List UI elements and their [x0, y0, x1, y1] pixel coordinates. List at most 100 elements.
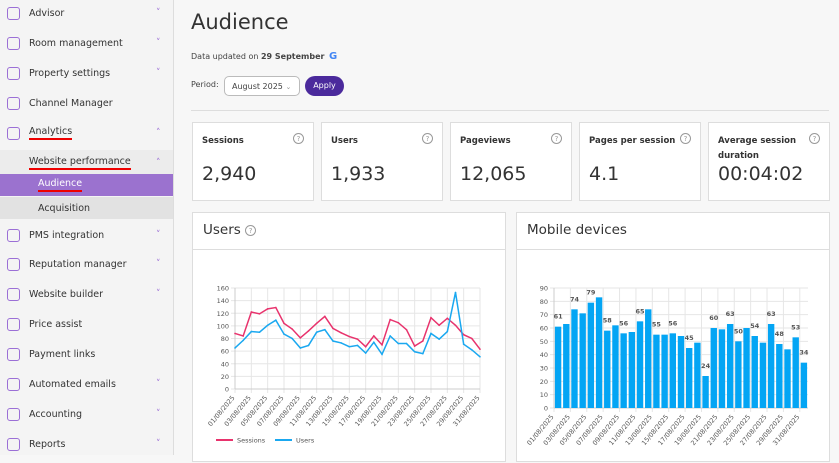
envelope-icon [7, 377, 20, 391]
y-tick-label: 80 [221, 335, 229, 343]
data-point [479, 348, 481, 351]
sidebar-item-label: Property settings [29, 67, 111, 79]
bar [776, 344, 783, 408]
chevron-down-icon[interactable]: ˅ [156, 259, 161, 269]
data-point [454, 324, 457, 327]
data-point [381, 353, 383, 356]
users-chart-panel: Users ? 0 20 40 60 80 100 120 140 160 01/08/2025 0… [192, 212, 506, 462]
mobile-chart-title: Mobile devices [527, 222, 627, 238]
card-title: Pageviews [460, 136, 511, 146]
data-point [275, 319, 277, 321]
chevron-down-icon[interactable]: ˅ [156, 379, 161, 389]
data-label: 48 [775, 330, 785, 338]
chevron-down-icon: ⌄ [285, 83, 292, 91]
help-icon[interactable]: ? [245, 224, 257, 236]
chevron-down-icon[interactable]: ˅ [156, 439, 161, 449]
sidebar-item-advisor[interactable]: Advisor ˅ [0, 0, 173, 26]
stat-card-average-session-duration: Average session duration? 00:04:02 [708, 122, 830, 201]
stat-card-sessions: Sessions? 2,940 [192, 122, 314, 201]
chevron-down-icon[interactable]: ˅ [156, 38, 161, 48]
legend-label: Users [296, 437, 315, 445]
trend-chart-icon [7, 317, 20, 331]
data-point [430, 316, 432, 319]
sidebar-item-label: Payment links [29, 348, 96, 360]
page-title: Audience [191, 10, 289, 34]
data-point [291, 337, 293, 340]
main-content: Audience Data updated on 29 September G … [175, 0, 839, 462]
data-label: 54 [750, 322, 760, 330]
y-tick-label: 60 [540, 325, 548, 333]
data-point [389, 318, 391, 321]
bar [636, 321, 644, 408]
sidebar-item-acquisition[interactable]: Acquisition [0, 197, 173, 219]
help-icon[interactable]: ? [422, 133, 433, 144]
bar [620, 333, 627, 408]
y-tick-label: 70 [540, 311, 548, 319]
chevron-down-icon[interactable]: ˅ [156, 230, 161, 240]
help-icon[interactable]: ? [293, 133, 304, 144]
data-label: 63 [767, 310, 776, 318]
chevron-up-icon[interactable]: ˄ [156, 157, 161, 168]
sidebar-item-analytics[interactable]: Analytics ˄ [0, 120, 173, 146]
data-point [373, 335, 375, 337]
y-tick-label: 100 [217, 322, 229, 330]
data-label: 65 [636, 307, 646, 315]
data-point [324, 315, 326, 318]
sidebar-item-pms-integration[interactable]: PMS integration ˅ [0, 222, 173, 248]
sidebar-item-room-management[interactable]: Room management ˅ [0, 30, 173, 56]
sidebar-item-payment-links[interactable]: Payment links [0, 341, 173, 367]
sidebar-item-property-settings[interactable]: Property settings ˅ [0, 60, 173, 86]
mobile-chart-panel: Mobile devices 0 10 20 30 40 50 60 70 80 90 01/08/… [516, 212, 830, 462]
heart-pulse-icon [7, 6, 20, 20]
chevron-down-icon[interactable]: ˅ [156, 68, 161, 78]
period-select[interactable]: August 2025 ⌄ [224, 76, 300, 96]
data-point [332, 327, 334, 330]
data-point [413, 350, 416, 353]
chevron-down-icon[interactable]: ˅ [156, 289, 161, 299]
chevron-down-icon[interactable]: ˅ [156, 409, 161, 419]
chevron-up-icon[interactable]: ˄ [156, 128, 161, 138]
y-tick-label: 40 [221, 360, 229, 368]
data-label: 58 [603, 317, 613, 325]
mobile-bar-chart: 010203040506070809001/08/202503/08/20250… [525, 285, 809, 447]
data-point [364, 345, 367, 348]
sidebar-item-channel-manager[interactable]: Channel Manager [0, 90, 173, 116]
updated-prefix: Data updated on [191, 52, 259, 61]
y-tick-label: 0 [225, 386, 229, 394]
sidebar-item-label: Analytics [29, 126, 73, 140]
sidebar-item-reports[interactable]: Reports ˅ [0, 431, 173, 457]
data-point [266, 324, 269, 327]
sidebar-item-accounting[interactable]: Accounting ˅ [0, 401, 173, 427]
y-tick-label: 90 [540, 285, 548, 293]
stat-card-pages-per-session: Pages per session? 4.1 [579, 122, 701, 201]
data-label: 74 [570, 295, 580, 303]
clipboard-icon [7, 347, 20, 361]
sidebar-item-audience[interactable]: Audience [0, 174, 173, 196]
chevron-down-icon[interactable]: ˅ [156, 8, 161, 18]
monitor-icon [7, 287, 20, 301]
sidebar-item-automated-emails[interactable]: Automated emails ˅ [0, 371, 173, 397]
globe-icon [7, 228, 20, 242]
card-value: 4.1 [589, 163, 620, 185]
sidebar-item-label: Website performance [29, 156, 131, 170]
sidebar-item-label: Website builder [29, 288, 104, 300]
bar [718, 329, 726, 408]
stat-card-pageviews: Pageviews? 12,065 [450, 122, 572, 201]
sidebar-item-website-builder[interactable]: Website builder ˅ [0, 281, 173, 307]
sidebar-item-reputation-manager[interactable]: Reputation manager ˅ [0, 251, 173, 277]
series-line-sessions [234, 306, 481, 350]
folder-check-icon [7, 407, 20, 421]
help-icon[interactable]: ? [680, 133, 691, 144]
bar [694, 342, 701, 408]
sidebar-item-price-assist[interactable]: Price assist [0, 311, 173, 337]
bar [653, 334, 660, 408]
bar-chart-icon [7, 437, 20, 451]
data-point [299, 337, 302, 339]
sidebar-item-website-performance[interactable]: Website performance ˄ [0, 150, 173, 175]
data-point [307, 344, 310, 347]
help-icon[interactable]: ? [809, 133, 820, 144]
apply-button[interactable]: Apply [305, 76, 344, 96]
data-point [446, 330, 449, 333]
data-point [454, 291, 457, 294]
help-icon[interactable]: ? [551, 133, 562, 144]
